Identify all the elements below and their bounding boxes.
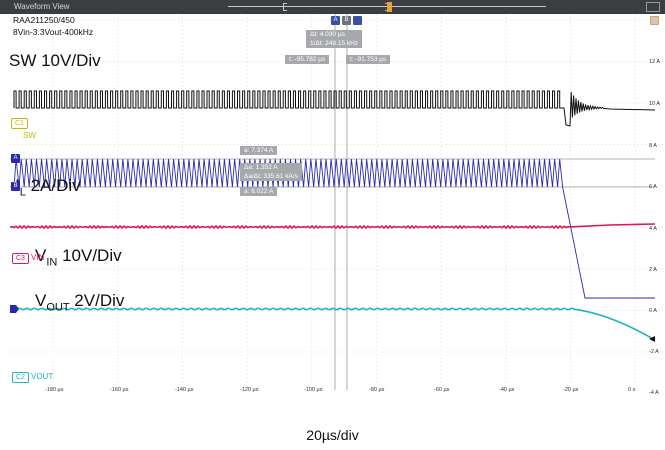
cursor-a-marker[interactable]: A bbox=[11, 154, 20, 163]
vin-waveform bbox=[10, 223, 656, 230]
time-tick-label: -160 µs bbox=[110, 387, 129, 393]
cursor-delta-readout: Δa: 1.352 A Δa/Δt: 335.61 kA/s bbox=[240, 163, 302, 181]
scale-tick-label: 8 A bbox=[649, 143, 657, 149]
cursor-b-time-readout: t: -91.753 µs bbox=[346, 55, 391, 64]
time-tick-label: -40 µs bbox=[499, 387, 515, 393]
vout-scale: 2V/Div bbox=[69, 291, 125, 310]
delta-a-slope-value: Δa/Δt: 335.61 kA/s bbox=[244, 173, 298, 180]
time-tick-label: -180 µs bbox=[45, 387, 64, 393]
vout-waveform bbox=[10, 307, 656, 341]
channel-name-sw: SW bbox=[23, 131, 36, 140]
time-tick-label: -140 µs bbox=[175, 387, 194, 393]
vin-symbol: V bbox=[35, 246, 47, 265]
vout-reference-marker bbox=[10, 305, 19, 313]
scale-tick-label: 10 A bbox=[649, 101, 661, 107]
channel-tag-c2[interactable]: C2 bbox=[12, 372, 29, 383]
window-title: Waveform View bbox=[14, 2, 70, 11]
overview-position-marker[interactable] bbox=[387, 2, 392, 12]
timebase-label: 20µs/div bbox=[306, 427, 359, 443]
cursor-b-marker[interactable]: B bbox=[11, 182, 20, 191]
channel-tag-c1[interactable]: C1 bbox=[11, 118, 28, 129]
cursor-b-value-readout: a: 6.022 A bbox=[240, 187, 278, 196]
time-tick-label: -60 µs bbox=[434, 387, 450, 393]
trigger-position-marker[interactable] bbox=[650, 16, 659, 25]
sw-waveform bbox=[13, 90, 656, 127]
waveform-canvas bbox=[10, 14, 665, 390]
window-titlebar: Waveform View bbox=[0, 0, 665, 14]
scale-tick-label: 2 A bbox=[649, 267, 657, 273]
vout-symbol: V bbox=[35, 291, 47, 310]
scale-tick-label: 6 A bbox=[649, 184, 657, 190]
cursor-a-time-readout: t: -95.782 µs bbox=[285, 55, 330, 64]
vin-subscript: IN bbox=[46, 256, 58, 269]
delta-a-value: Δa: 1.352 A bbox=[244, 164, 278, 171]
delta-t-value: Δt: 4.030 µs bbox=[310, 31, 345, 38]
waveform-plot-area[interactable] bbox=[10, 14, 665, 404]
cursor-a-top-marker[interactable]: A bbox=[331, 16, 340, 25]
vin-scale: 10V/Div bbox=[57, 246, 122, 265]
scale-tick-label: 12 A bbox=[649, 59, 661, 65]
scale-tick-label: 4 A bbox=[649, 226, 657, 232]
inverse-delta-t-value: 1/Δt: 248.15 kHz bbox=[310, 40, 359, 47]
scale-tick-label: 0 A bbox=[649, 308, 657, 314]
channel-tag-c3[interactable]: C3 bbox=[12, 253, 29, 264]
il-scale-label: IL 2A/Div bbox=[15, 176, 81, 198]
overview-left-handle[interactable] bbox=[283, 3, 287, 11]
il-scale: 2A/Div bbox=[25, 176, 81, 195]
delta-time-readout: Δt: 4.030 µs 1/Δt: 248.15 kHz bbox=[306, 30, 363, 48]
vin-scale-label: VIN 10V/Div bbox=[35, 246, 122, 268]
cursor-top-handle[interactable] bbox=[353, 16, 362, 25]
time-tick-label: -20 µs bbox=[563, 387, 579, 393]
right-edge-marker bbox=[649, 336, 655, 342]
test-model-label: RAA211250/450 bbox=[13, 15, 75, 25]
channel-name-vout: VOUT bbox=[31, 372, 54, 381]
vout-subscript: OUT bbox=[46, 301, 70, 314]
time-tick-label: -100 µs bbox=[304, 387, 323, 393]
sw-scale-label: SW 10V/Div bbox=[9, 51, 101, 70]
time-tick-label: 0 s bbox=[628, 387, 636, 393]
inductor-current-waveform bbox=[13, 158, 655, 299]
scale-tick-label: -2 A bbox=[649, 349, 659, 355]
il-subscript: L bbox=[19, 186, 26, 199]
test-conditions-label: 8Vin-3.3Vout-400kHz bbox=[13, 27, 94, 37]
window-restore-button[interactable] bbox=[646, 2, 660, 12]
channel-name-vin: VIN bbox=[31, 253, 45, 262]
vout-scale-label: VOUT 2V/Div bbox=[35, 291, 124, 313]
time-tick-label: -120 µs bbox=[240, 387, 259, 393]
cursor-b-top-marker[interactable]: B bbox=[342, 16, 351, 25]
cursor-a-value-readout: a: 7.374 A bbox=[240, 146, 278, 155]
time-tick-label: -80 µs bbox=[369, 387, 385, 393]
scale-tick-label: -4 A bbox=[649, 390, 659, 396]
